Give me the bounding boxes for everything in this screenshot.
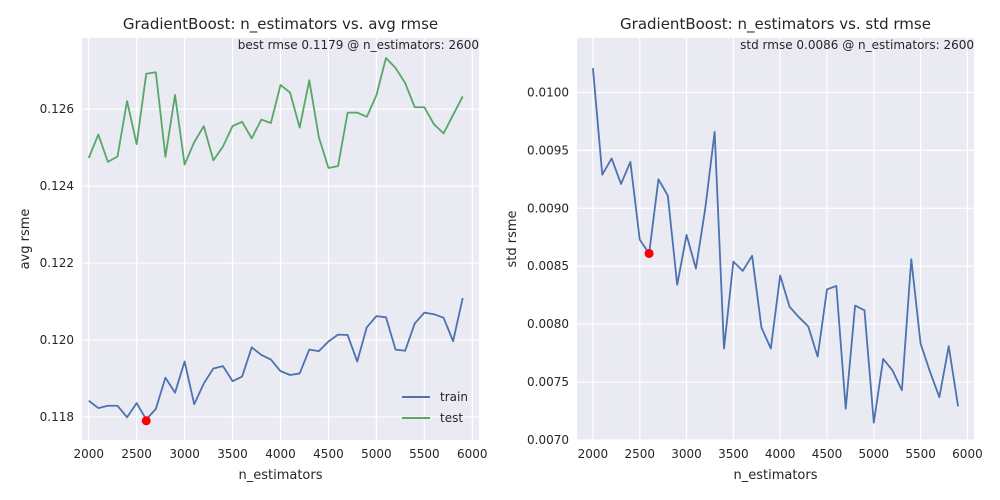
std-annotation: std rmse 0.0086 @ n_estimators: 2600: [740, 38, 974, 52]
chart-panel-std-rmse: 2000 2500 3000 3500 4000 4500 5000 5500 6000 0.0…: [505, 15, 983, 483]
legend: train test: [402, 390, 468, 425]
y-tick-label: 0.122: [40, 256, 74, 270]
x-tick-label: 5000: [859, 447, 890, 461]
y-tick-label: 0.120: [40, 333, 74, 347]
x-tick-label: 5000: [361, 447, 392, 461]
y-tick-label: 0.0095: [527, 143, 569, 157]
chart-title: GradientBoost: n_estimators vs. avg rmse: [123, 15, 438, 34]
plot-area-background: [577, 38, 974, 440]
y-tick-labels: 0.118 0.120 0.122 0.124 0.126: [40, 102, 74, 424]
x-tick-label: 2500: [121, 447, 152, 461]
legend-label-test: test: [440, 411, 463, 425]
best-point-marker: [141, 416, 151, 426]
x-tick-labels: 2000 2500 3000 3500 4000 4500 5000 5500 6000: [73, 447, 487, 461]
x-tick-label: 3000: [169, 447, 200, 461]
x-tick-label: 5500: [905, 447, 936, 461]
chart-title: GradientBoost: n_estimators vs. std rmse: [620, 15, 931, 34]
x-tick-label: 3500: [718, 447, 749, 461]
y-tick-label: 0.0085: [527, 259, 569, 273]
x-tick-label: 4500: [812, 447, 843, 461]
y-tick-label: 0.118: [40, 410, 74, 424]
gridlines: [577, 38, 974, 441]
y-axis-label: std rsme: [505, 210, 520, 267]
best-annotation: best rmse 0.1179 @ n_estimators: 2600: [238, 38, 479, 52]
chart-panel-avg-rmse: 2000 2500 3000 3500 4000 4500 5000 5500 6000 0.1…: [18, 15, 488, 483]
best-point-marker: [644, 248, 654, 258]
series-line-test: [87, 57, 464, 169]
x-tick-label: 3500: [217, 447, 248, 461]
x-tick-labels: 2000 2500 3000 3500 4000 4500 5000 5500 6000: [578, 447, 983, 461]
series-lines: [592, 68, 959, 424]
y-tick-label: 0.0090: [527, 201, 569, 215]
x-tick-label: 6000: [457, 447, 488, 461]
x-tick-label: 2000: [578, 447, 609, 461]
best-point: [141, 416, 151, 426]
series-line-train: [88, 297, 464, 421]
y-axis-label: avg rsme: [18, 209, 33, 270]
legend-label-train: train: [440, 390, 468, 404]
y-tick-label: 0.126: [40, 102, 74, 116]
series-line: [592, 68, 959, 424]
x-tick-label: 4000: [765, 447, 796, 461]
x-tick-label: 4500: [313, 447, 344, 461]
x-axis-label: n_estimators: [238, 468, 322, 483]
y-tick-label: 0.0080: [527, 317, 569, 331]
x-axis-label: n_estimators: [733, 468, 817, 483]
x-tick-label: 5500: [409, 447, 440, 461]
x-tick-label: 4000: [265, 447, 296, 461]
y-tick-label: 0.0100: [527, 85, 569, 99]
best-point: [644, 248, 654, 258]
y-tick-label: 0.0070: [527, 433, 569, 447]
series-lines: [87, 57, 464, 421]
x-tick-label: 2000: [73, 447, 104, 461]
y-tick-labels: 0.0070 0.0075 0.0080 0.0085 0.0090 0.0095 0.01…: [527, 85, 569, 447]
x-tick-label: 6000: [952, 447, 983, 461]
x-tick-label: 3000: [671, 447, 702, 461]
y-tick-label: 0.0075: [527, 375, 569, 389]
gridlines: [82, 38, 479, 440]
y-tick-label: 0.124: [40, 179, 74, 193]
x-tick-label: 2500: [624, 447, 655, 461]
